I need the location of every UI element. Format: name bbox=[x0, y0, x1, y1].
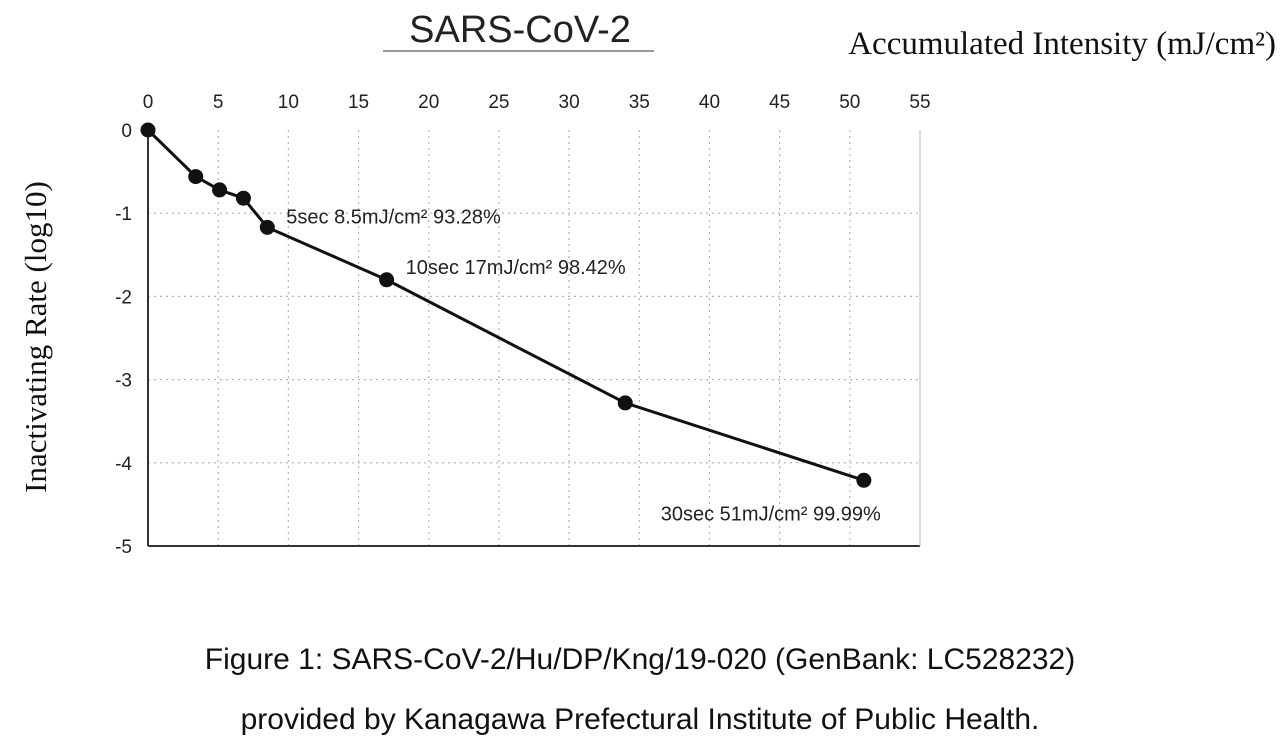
annotation-label: 5sec 8.5mJ/cm² 93.28% bbox=[286, 206, 501, 228]
data-point bbox=[212, 182, 228, 198]
chart: SARS-CoV-2 Accumulated Intensity (mJ/cm²… bbox=[18, 9, 1276, 558]
x-tick-label: 35 bbox=[629, 92, 650, 113]
y-tick-label: -5 bbox=[115, 537, 132, 558]
x-tick-label: 20 bbox=[418, 92, 439, 113]
y-tick-label: -2 bbox=[115, 287, 132, 308]
figure-caption-line-2: provided by Kanagawa Prefectural Institu… bbox=[240, 703, 1040, 736]
y-tick-label: -3 bbox=[115, 371, 132, 392]
x-tick-label: 5 bbox=[213, 92, 224, 113]
x-tick-label: 45 bbox=[769, 92, 790, 113]
data-point bbox=[188, 169, 204, 185]
x-tick-label: 15 bbox=[348, 92, 369, 113]
data-point bbox=[259, 219, 275, 235]
x-tick-label: 10 bbox=[278, 92, 299, 113]
gridlines bbox=[148, 130, 921, 546]
annotation-label: 30sec 51mJ/cm² 99.99% bbox=[661, 503, 881, 525]
tick-labels: 0 5 10 15 20 25 30 35 40 45 50 55 0 -1 -2 -3 -4 -5 bbox=[115, 92, 930, 558]
annotations: 5sec 8.5mJ/cm² 93.28% 10sec 17mJ/cm² 98.4… bbox=[286, 206, 881, 525]
chart-title: SARS-CoV-2 bbox=[409, 9, 631, 51]
figure-caption-line-1: Figure 1: SARS-CoV-2/Hu/DP/Kng/19-020 (G… bbox=[204, 643, 1076, 676]
y-tick-label: -1 bbox=[115, 204, 132, 225]
series-line bbox=[146, 128, 865, 482]
data-point bbox=[379, 272, 395, 288]
data-series bbox=[140, 122, 872, 488]
data-point bbox=[856, 472, 872, 488]
data-point bbox=[140, 122, 156, 138]
y-tick-label: 0 bbox=[121, 121, 132, 142]
x-tick-label: 30 bbox=[559, 92, 580, 113]
data-point bbox=[617, 395, 633, 411]
x-tick-label: 0 bbox=[143, 92, 154, 113]
x-tick-label: 25 bbox=[488, 92, 509, 113]
plot-frame bbox=[147, 130, 921, 547]
y-axis-label: Inactivating Rate (log10) bbox=[18, 181, 53, 493]
x-tick-label: 50 bbox=[839, 92, 860, 113]
x-axis-label: Accumulated Intensity (mJ/cm²) bbox=[848, 26, 1276, 62]
x-tick-label: 55 bbox=[909, 92, 930, 113]
y-tick-label: -4 bbox=[115, 454, 132, 475]
x-tick-label: 40 bbox=[699, 92, 720, 113]
data-point bbox=[235, 190, 251, 206]
annotation-label: 10sec 17mJ/cm² 98.42% bbox=[406, 257, 626, 279]
